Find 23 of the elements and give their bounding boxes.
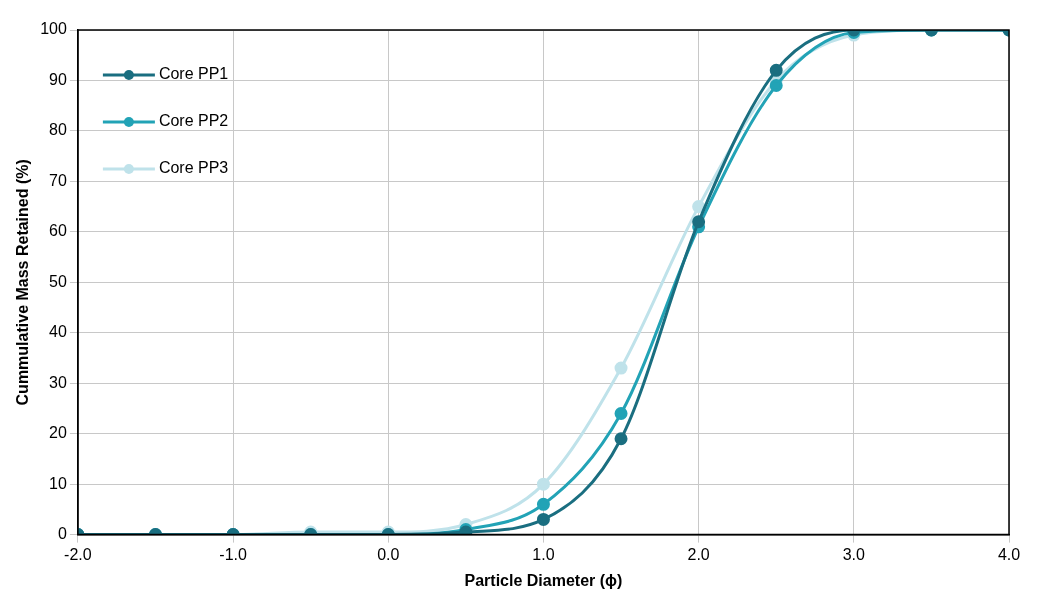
x-tick-label: 3.0 <box>842 545 866 563</box>
x-tick-label: -1.0 <box>219 545 247 563</box>
y-tick-label: 70 <box>49 171 67 189</box>
legend-label: Core PP3 <box>158 159 229 177</box>
x-tick-label: 1.0 <box>532 545 555 563</box>
y-tick-label: 20 <box>49 424 67 442</box>
y-tick-label: 0 <box>57 525 67 543</box>
x-tick-label: 4.0 <box>997 545 1021 563</box>
y-tick-label: 60 <box>49 222 67 240</box>
y-tick-label: 100 <box>40 20 67 38</box>
legend-label: Core PP1 <box>158 65 229 83</box>
y-tick-label: 50 <box>49 272 67 290</box>
y-tick-label: 80 <box>49 121 67 139</box>
x-tick-label: 2.0 <box>687 545 710 563</box>
x-tick-label: 0.0 <box>377 545 400 563</box>
y-tick-label: 10 <box>49 474 67 492</box>
y-tick-label: 30 <box>49 373 67 391</box>
x-tick-label: -2.0 <box>64 545 92 563</box>
y-tick-label: 40 <box>49 323 67 341</box>
y-axis-title: Cummulative Mass Retained (%) <box>14 159 32 406</box>
y-tick-label: 90 <box>49 70 67 88</box>
legend-label: Core PP2 <box>158 112 229 130</box>
x-axis-title: Particle Diameter (ϕ) <box>464 571 623 589</box>
